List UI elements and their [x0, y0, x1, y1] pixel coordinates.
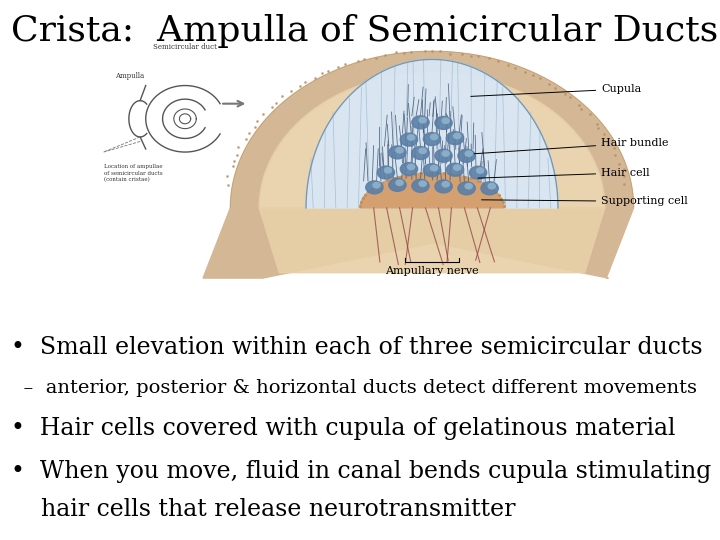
- Text: Crista:  Ampulla of Semicircular Ducts: Crista: Ampulla of Semicircular Ducts: [11, 14, 718, 48]
- Circle shape: [477, 168, 484, 173]
- Circle shape: [435, 149, 452, 162]
- Text: Ampulla: Ampulla: [115, 72, 144, 80]
- Circle shape: [431, 165, 438, 171]
- Circle shape: [384, 168, 392, 173]
- Text: Ampullary nerve: Ampullary nerve: [385, 266, 479, 276]
- Circle shape: [412, 179, 429, 192]
- Polygon shape: [360, 173, 504, 208]
- Text: hair cells that release neurotransmitter: hair cells that release neurotransmitter: [11, 498, 516, 521]
- Circle shape: [454, 165, 461, 170]
- Polygon shape: [203, 51, 634, 278]
- Circle shape: [442, 151, 449, 156]
- Circle shape: [419, 181, 426, 186]
- Circle shape: [435, 117, 452, 130]
- Circle shape: [423, 164, 441, 177]
- Text: •  Small elevation within each of three semicircular ducts: • Small elevation within each of three s…: [11, 336, 703, 359]
- Circle shape: [458, 182, 475, 195]
- Polygon shape: [306, 59, 558, 208]
- Circle shape: [419, 118, 426, 123]
- Circle shape: [431, 134, 438, 140]
- Circle shape: [442, 181, 449, 187]
- Circle shape: [454, 133, 461, 139]
- Circle shape: [408, 135, 415, 140]
- Circle shape: [389, 146, 406, 159]
- Circle shape: [412, 146, 429, 159]
- Circle shape: [488, 184, 495, 189]
- Circle shape: [400, 133, 418, 146]
- Circle shape: [446, 163, 464, 176]
- Text: –  anterior, posterior & horizontal ducts detect different movements: – anterior, posterior & horizontal ducts…: [11, 379, 697, 397]
- Text: Location of ampullae
of semicircular ducts
(contain cristae): Location of ampullae of semicircular duc…: [104, 164, 162, 183]
- Circle shape: [419, 148, 426, 153]
- Text: Semicircular duct: Semicircular duct: [153, 43, 217, 51]
- Circle shape: [465, 184, 472, 189]
- Circle shape: [366, 181, 383, 194]
- Circle shape: [469, 166, 487, 179]
- Text: Cupula: Cupula: [471, 84, 642, 97]
- Circle shape: [377, 166, 395, 179]
- Circle shape: [442, 118, 449, 124]
- Circle shape: [389, 178, 406, 191]
- Text: Hair cell: Hair cell: [478, 168, 650, 178]
- Circle shape: [408, 164, 415, 170]
- Circle shape: [465, 151, 472, 157]
- Text: •  Hair cells covered with cupula of gelatinous material: • Hair cells covered with cupula of gela…: [11, 417, 675, 440]
- Circle shape: [446, 132, 464, 145]
- Circle shape: [435, 180, 452, 193]
- Text: Supporting cell: Supporting cell: [482, 197, 688, 206]
- Circle shape: [373, 183, 380, 188]
- Circle shape: [396, 147, 403, 153]
- Circle shape: [458, 150, 475, 163]
- Circle shape: [423, 133, 441, 146]
- Circle shape: [396, 180, 403, 185]
- Circle shape: [400, 163, 418, 176]
- Bar: [94, 22, 670, 362]
- Circle shape: [481, 182, 498, 195]
- Text: •  When you move, fluid in canal bends cupula stimulating: • When you move, fluid in canal bends cu…: [11, 460, 711, 483]
- Polygon shape: [259, 73, 605, 273]
- Text: Hair bundle: Hair bundle: [474, 138, 669, 154]
- Circle shape: [412, 116, 429, 129]
